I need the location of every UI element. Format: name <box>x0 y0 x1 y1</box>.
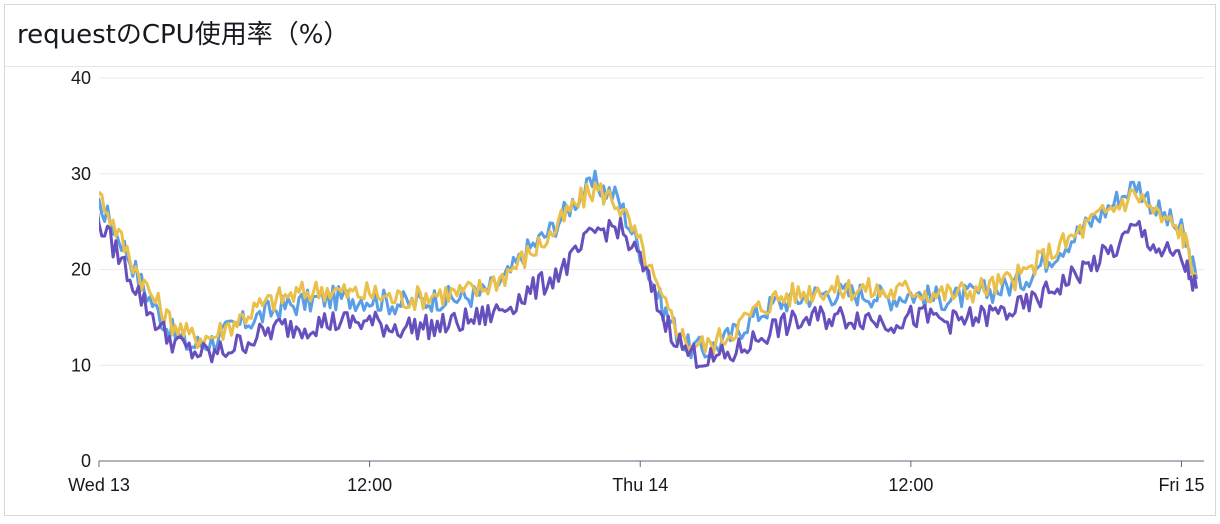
y-tick-label: 0 <box>81 451 91 471</box>
x-tick-label: Fri 15 <box>1158 475 1204 495</box>
series-line-1 <box>99 169 1198 360</box>
panel-title: requestのCPU使用率（%） <box>17 20 350 50</box>
x-tick-label: Wed 13 <box>68 475 130 495</box>
y-tick-label: 40 <box>71 68 91 88</box>
x-tick-label: 12:00 <box>888 475 933 495</box>
series-line-3 <box>99 212 1198 369</box>
y-tick-label: 30 <box>71 164 91 184</box>
x-tick-label: 12:00 <box>347 475 392 495</box>
x-tick-label: Thu 14 <box>612 475 668 495</box>
y-tick-label: 20 <box>71 260 91 280</box>
panel-header: requestのCPU使用率（%） <box>5 5 1215 67</box>
series-line-2 <box>99 181 1198 356</box>
y-tick-label: 10 <box>71 355 91 375</box>
chart-panel: requestのCPU使用率（%） <box>4 4 1216 516</box>
